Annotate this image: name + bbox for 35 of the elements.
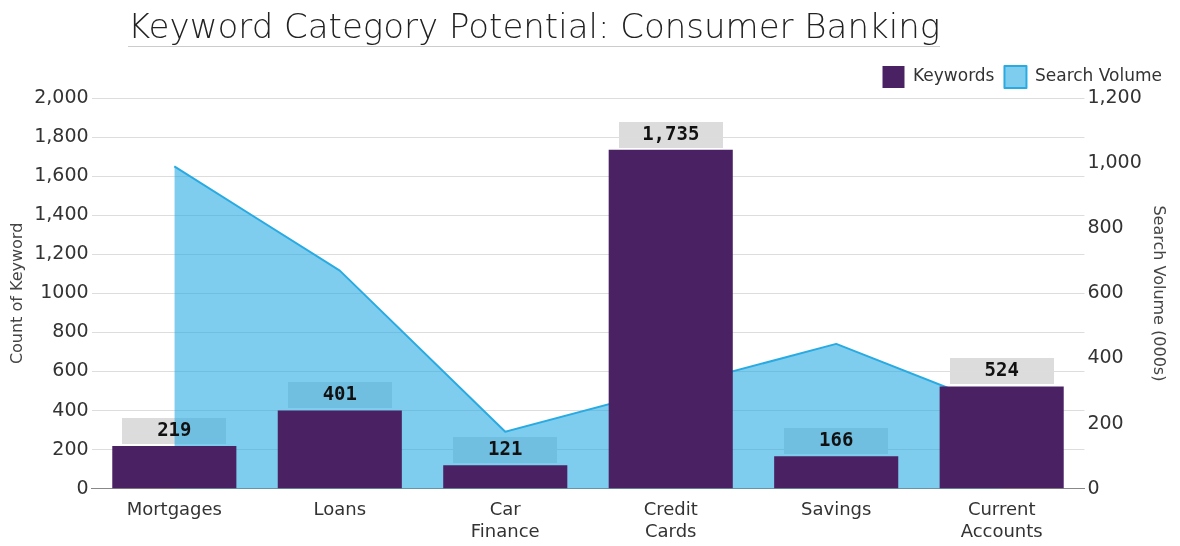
y-tick-label: 1,200 — [34, 241, 89, 264]
data-label: 166 — [819, 428, 854, 451]
y2-tick-label: 1,200 — [1087, 84, 1142, 107]
y2-tick-label: 600 — [1087, 280, 1124, 303]
y-tick-label: 2,000 — [34, 84, 89, 107]
y-axis-title: Count of Keyword — [6, 222, 26, 365]
x-tick-label: Credit Cards — [643, 498, 698, 541]
chart-title: Keyword Category Potential: Consumer Banking — [128, 6, 941, 47]
y-tick-label: 0 — [76, 475, 89, 498]
data-label: 219 — [157, 417, 192, 440]
y-tick-label: 1,600 — [34, 163, 89, 186]
x-tick-label: Current Accounts — [960, 498, 1043, 541]
y2-tick-label: 400 — [1087, 345, 1124, 368]
legend-label: Search Volume — [1034, 65, 1163, 86]
y2-tick-label: 800 — [1087, 215, 1124, 238]
y-tick-label: 1000 — [40, 280, 89, 303]
legend-label: Keywords — [913, 65, 995, 86]
y-tick-label: 600 — [52, 358, 89, 381]
y-tick-label: 1,800 — [34, 124, 89, 147]
data-label: 1,735 — [642, 121, 700, 144]
y-tick-label: 200 — [52, 436, 89, 459]
data-label: 401 — [322, 382, 357, 405]
y2-tick-label: 0 — [1087, 475, 1100, 498]
x-tick-label: Savings — [801, 498, 872, 520]
x-tick-label: Car Finance — [470, 498, 540, 541]
data-label: 121 — [488, 437, 523, 460]
y-tick-label: 400 — [52, 397, 89, 420]
y-tick-label: 1,400 — [34, 202, 89, 225]
x-tick-label: Mortgages — [126, 498, 222, 520]
data-label: 524 — [984, 358, 1019, 381]
y2-tick-label: 200 — [1087, 410, 1124, 433]
x-tick-label: Loans — [313, 498, 367, 520]
y-tick-label: 800 — [52, 319, 89, 342]
y2-axis-title: Search Volume (000s) — [1150, 205, 1170, 382]
y2-tick-label: 1,000 — [1087, 150, 1142, 173]
